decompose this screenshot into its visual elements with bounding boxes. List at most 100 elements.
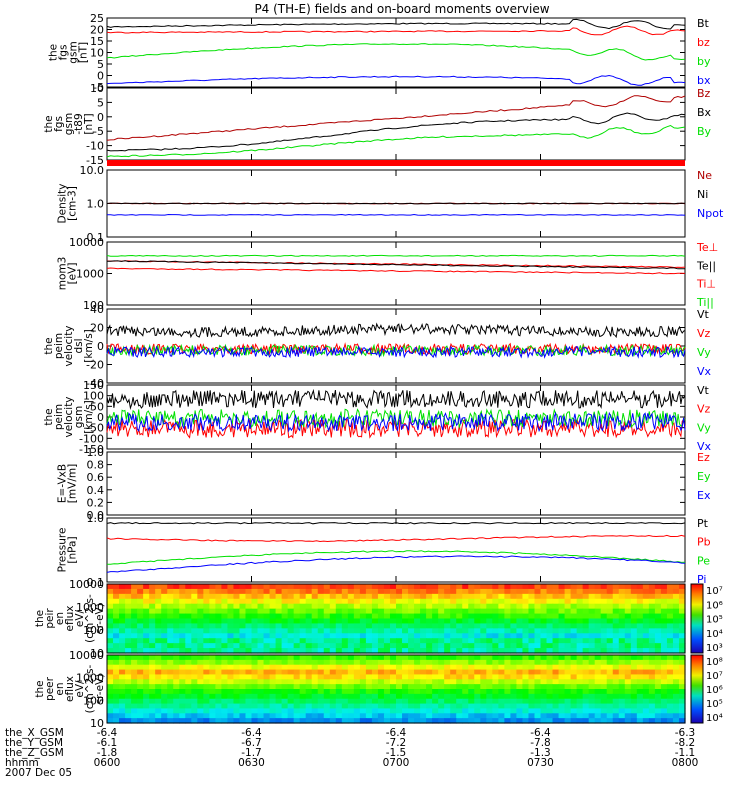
colorbar-label: 10⁷ <box>706 671 723 682</box>
ytick-label: 1000 <box>76 268 104 281</box>
footer-label-the-z-gsm: the_Z_GSM <box>5 747 64 759</box>
legend-vt: Vt <box>697 308 710 321</box>
ytick-label: 100 <box>83 624 104 637</box>
colorbar-label: 10⁸ <box>706 657 723 668</box>
footer-value: -6.4 <box>97 727 118 739</box>
ytick-label: -150 <box>79 443 104 456</box>
footer-value: -6.1 <box>97 737 118 749</box>
footer-value: -1.8 <box>97 747 118 759</box>
panel-3-ylabel: Density[cm-3] <box>57 184 79 224</box>
ytick-label: 1.0 <box>87 512 105 525</box>
ytick-label: 25 <box>90 12 104 25</box>
ytick-label: 1.0 <box>87 198 105 211</box>
legend-by: by <box>697 55 711 68</box>
legend-pi: Pi <box>697 573 706 586</box>
series-bx <box>106 74 686 86</box>
ytick-label: 0 <box>97 411 104 424</box>
legend-bz: Bz <box>697 87 711 100</box>
series-pt <box>106 521 686 525</box>
legend-vy: Vy <box>697 346 711 359</box>
panel-4: 10000 1000 100 mom3[eV] Te⊥ Te|| Ti⊥ Ti|| <box>57 236 719 312</box>
ytick-label: 10000 <box>69 236 104 249</box>
colorbar-label: 10⁴ <box>706 713 723 724</box>
series-vz <box>106 342 686 356</box>
ytick-label: 5 <box>97 96 104 109</box>
legend-ey: Ey <box>697 470 711 483</box>
footer-value: -1.7 <box>241 747 262 759</box>
panel-2-ylabel: thefgsgsm-t89[nT] <box>43 113 95 135</box>
legend-bx: bx <box>697 74 711 87</box>
ytick-label: -50 <box>86 422 104 435</box>
panel-3: 10.0 1.0 0.1 Density[cm-3] Ne Ni Npot <box>57 164 724 244</box>
ytick-label: 1000 <box>76 672 104 685</box>
panel-5-ylabel: thepeimvelocitydsl[km/s] <box>43 325 95 366</box>
panel-1-ylabel: thefgsgsm[nT] <box>48 41 90 63</box>
footer-value: -6.4 <box>386 727 407 739</box>
ytick-label: 100 <box>83 299 104 312</box>
panel-1-frame <box>106 17 686 88</box>
panel-7-ylabel: E=-VxB[mV/m] <box>57 464 79 503</box>
panel-4-ylabel: mom3[eV] <box>57 257 79 291</box>
footer-value: 0730 <box>527 757 554 769</box>
panel-8-frame <box>106 517 686 583</box>
colorbar-label: 10⁶ <box>706 685 723 696</box>
ytick-label: 0.8 <box>87 459 105 472</box>
panel-4-frame <box>106 241 686 306</box>
series-te <box>106 260 685 270</box>
series-by <box>106 124 686 158</box>
series-bz <box>106 95 686 141</box>
legend-vz: Vz <box>697 327 711 340</box>
series-by <box>106 43 686 61</box>
colorbar-label: 10⁴ <box>706 629 723 640</box>
legend-ne: Ne <box>697 169 712 182</box>
ytick-label: 0.4 <box>87 484 105 497</box>
footer-value: 0630 <box>238 757 265 769</box>
legend-te: Te|| <box>696 259 716 272</box>
ytick-label: 20 <box>90 322 104 335</box>
panel-6-ylabel: thepeimvelocitygsm[km/s] <box>43 396 95 437</box>
panel-9: 10000 1000 100 10 thepeirenefluxeV/(cm^2-s-s… <box>34 578 723 660</box>
ytick-label: -100 <box>79 432 104 445</box>
separator-bar <box>107 160 685 166</box>
series-npot <box>106 213 686 216</box>
series-vy <box>106 408 686 429</box>
footer-value: -7.2 <box>386 737 407 749</box>
legend-bx: Bx <box>697 106 712 119</box>
ytick-label: -15 <box>86 154 104 167</box>
legend-pb: Pb <box>697 536 711 549</box>
legend-npot: Npot <box>697 207 724 220</box>
footer-label-the-x-gsm: the_X_GSM <box>5 727 64 739</box>
legend-vz: Vz <box>697 403 711 416</box>
ytick-label: 40 <box>90 303 104 316</box>
ytick-label: -20 <box>86 359 104 372</box>
series-ni <box>106 202 685 205</box>
footer-value: 0800 <box>672 757 699 769</box>
series-bz <box>106 25 686 36</box>
series-ti <box>106 267 686 275</box>
ytick-label: 100 <box>83 694 104 707</box>
footer-value: -7.8 <box>530 737 551 749</box>
panel-7-frame <box>106 451 686 516</box>
ytick-label: 0 <box>97 70 104 83</box>
ytick-label: -5 <box>93 125 104 138</box>
ytick-label: 15 <box>90 35 104 48</box>
legend-bz: bz <box>697 36 710 49</box>
colorbar-label: 10⁶ <box>706 600 723 611</box>
ytick-label: 0.6 <box>87 471 105 484</box>
footer-value: -8.2 <box>675 737 696 749</box>
ytick-label: -10 <box>86 140 104 153</box>
ytick-label: 10000 <box>69 649 104 662</box>
legend-bt: Bt <box>697 17 710 30</box>
series-vt <box>106 388 686 410</box>
series-pb <box>106 534 686 543</box>
series-pe <box>107 550 686 565</box>
series-vx <box>106 345 686 359</box>
panel-8-ylabel: Pressure[nPa] <box>57 528 79 573</box>
ytick-label: 0.1 <box>87 231 105 244</box>
footer-value: 0700 <box>383 757 410 769</box>
footer-value: -6.4 <box>241 727 262 739</box>
